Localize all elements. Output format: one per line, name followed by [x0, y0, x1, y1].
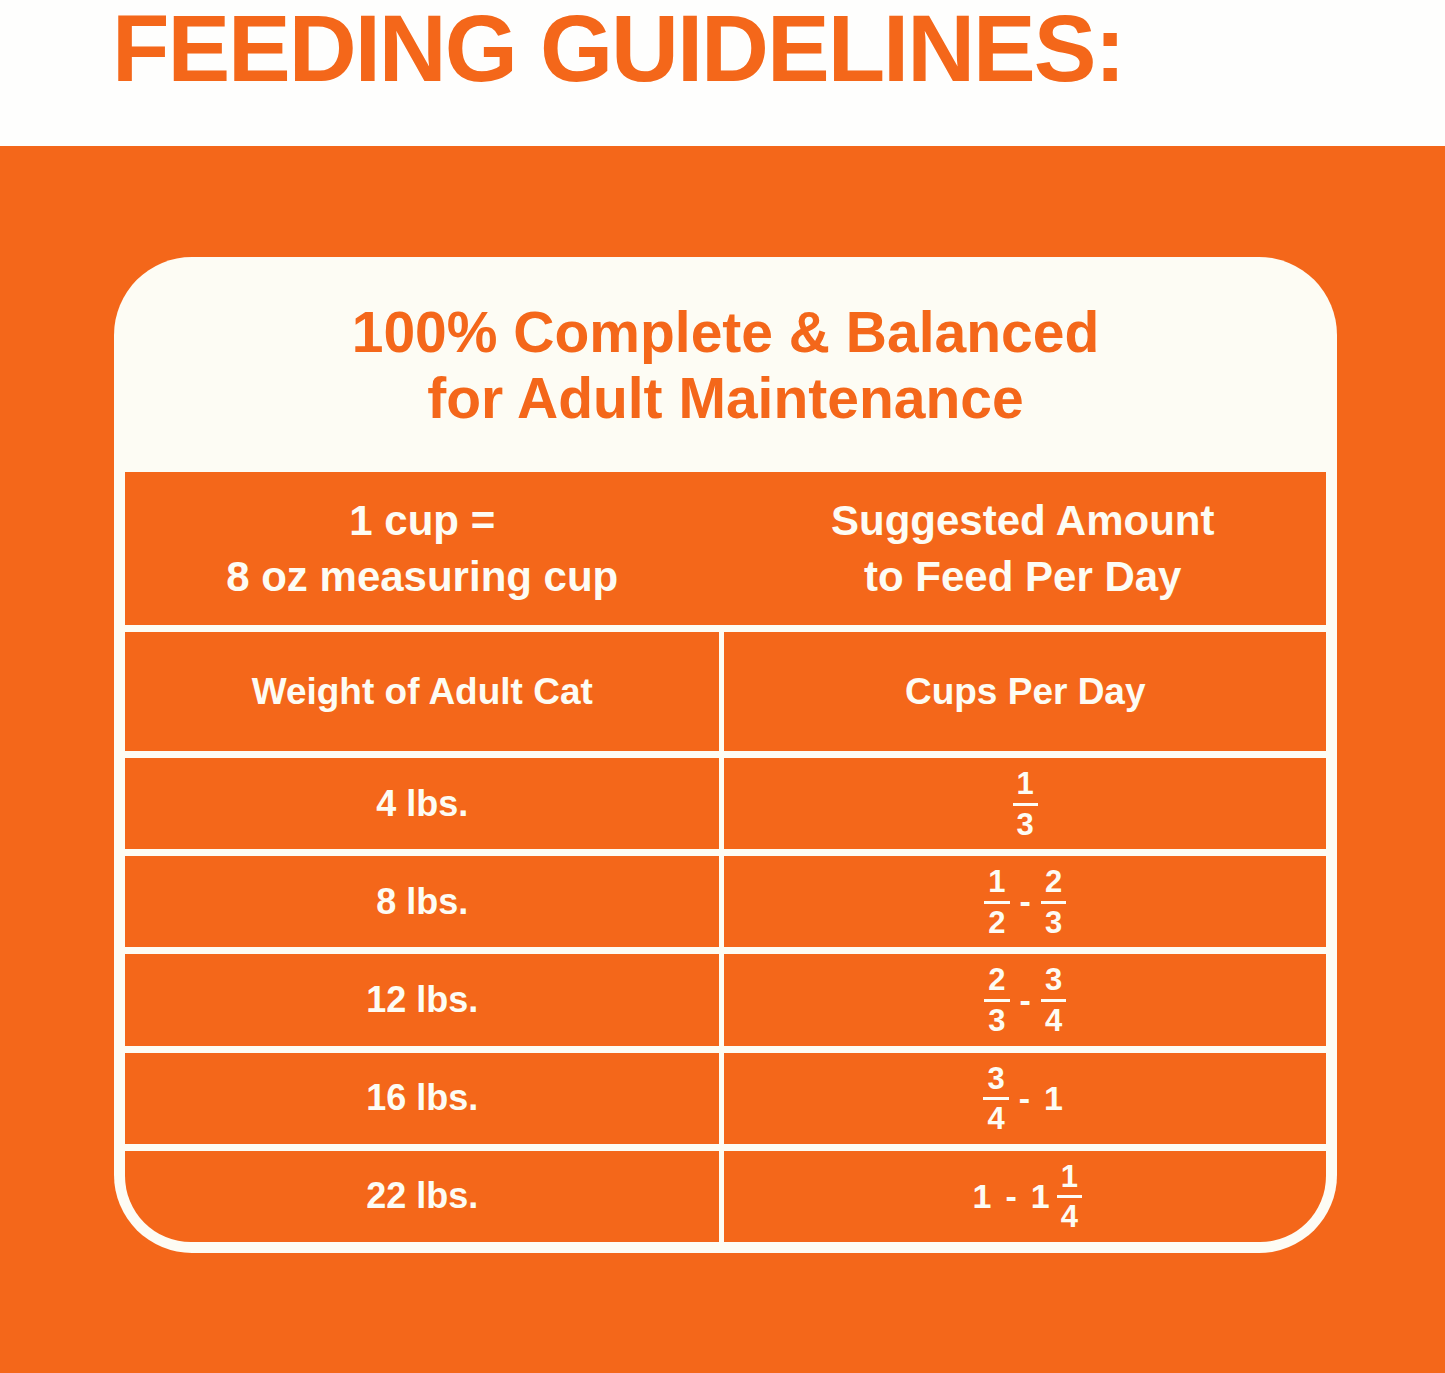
cups-cell: 13	[719, 758, 1326, 849]
amount-header-cell: Suggested Amount to Feed Per Day	[719, 472, 1326, 625]
measure-header-line2: 8 oz measuring cup	[226, 549, 618, 605]
table-row: 4 lbs. 13	[125, 751, 1326, 849]
cups-text: 1	[973, 1177, 992, 1216]
top-white-band: FEEDING GUIDELINES:	[0, 0, 1445, 146]
cups-text: -	[1005, 1177, 1016, 1216]
fraction: 34	[983, 1062, 1008, 1135]
weight-cell: 4 lbs.	[125, 758, 719, 849]
card-heading: 100% Complete & Balanced for Adult Maint…	[114, 257, 1337, 431]
cups-text: 1	[1044, 1079, 1063, 1118]
cups-cell: 34-1	[719, 1053, 1326, 1144]
amount-header-line1: Suggested Amount	[831, 493, 1214, 549]
column-header-weight: Weight of Adult Cat	[125, 632, 719, 751]
measure-header-cell: 1 cup = 8 oz measuring cup	[125, 472, 719, 625]
measure-header-line1: 1 cup =	[349, 493, 495, 549]
weight-cell: 22 lbs.	[125, 1151, 719, 1242]
weight-cell: 16 lbs.	[125, 1053, 719, 1144]
weight-cell: 8 lbs.	[125, 856, 719, 947]
cups-cell: 23-34	[719, 954, 1326, 1045]
feeding-table: 1 cup = 8 oz measuring cup Suggested Amo…	[125, 472, 1326, 1242]
card-heading-line2: for Adult Maintenance	[114, 365, 1337, 431]
cups-text: -	[1019, 1079, 1030, 1118]
table-header-row: 1 cup = 8 oz measuring cup Suggested Amo…	[125, 472, 1326, 625]
table-row: 12 lbs. 23-34	[125, 947, 1326, 1045]
cups-text: 1	[1031, 1177, 1050, 1216]
amount-header-line2: to Feed Per Day	[864, 549, 1181, 605]
table-row: 8 lbs. 12-23	[125, 849, 1326, 947]
fraction: 14	[1057, 1160, 1082, 1233]
column-header-cups: Cups Per Day	[719, 632, 1326, 751]
fraction: 12	[984, 865, 1009, 938]
fraction: 23	[984, 963, 1009, 1036]
cups-cell: 12-23	[719, 856, 1326, 947]
fraction: 34	[1041, 963, 1066, 1036]
weight-cell: 12 lbs.	[125, 954, 719, 1045]
table-row: 16 lbs. 34-1	[125, 1046, 1326, 1144]
card-heading-line1: 100% Complete & Balanced	[114, 299, 1337, 365]
orange-background: 100% Complete & Balanced for Adult Maint…	[0, 146, 1445, 1373]
cups-text: -	[1020, 981, 1031, 1020]
cups-text: -	[1020, 882, 1031, 921]
guidelines-card: 100% Complete & Balanced for Adult Maint…	[114, 257, 1337, 1253]
table-row: 22 lbs. 1-114	[125, 1144, 1326, 1242]
page-title: FEEDING GUIDELINES:	[0, 0, 1445, 96]
fraction: 23	[1041, 865, 1066, 938]
fraction: 13	[1013, 767, 1038, 840]
cups-cell: 1-114	[719, 1151, 1326, 1242]
table-subheader-row: Weight of Adult Cat Cups Per Day	[125, 625, 1326, 751]
